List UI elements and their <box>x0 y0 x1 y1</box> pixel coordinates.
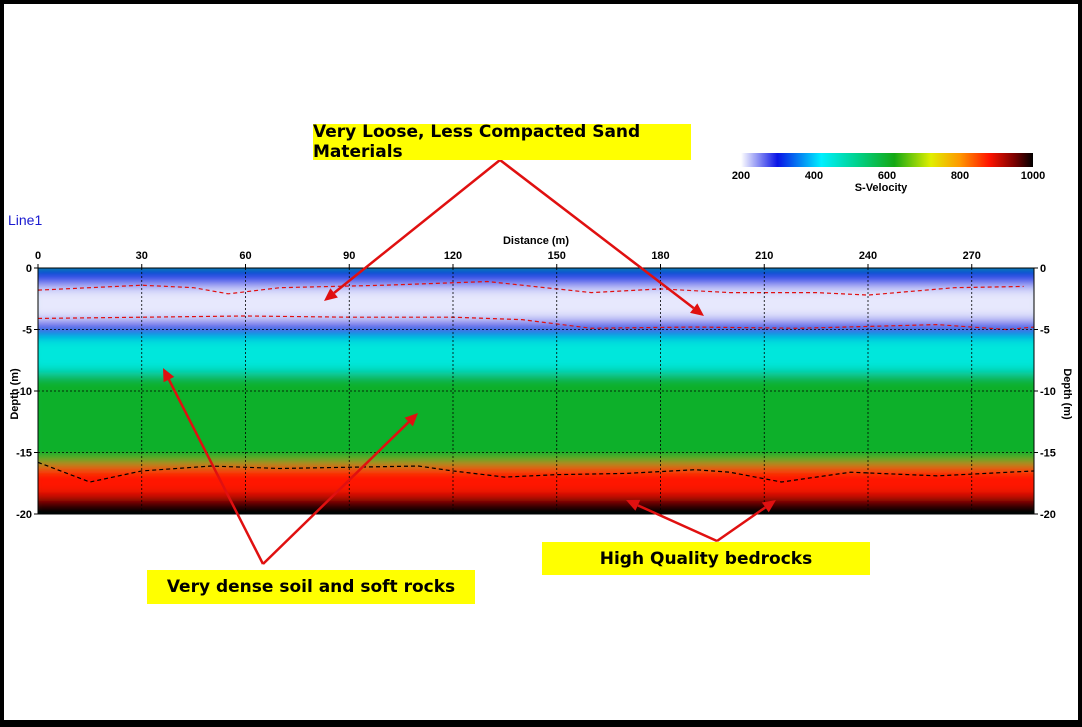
arrow-soil-right-shaft <box>262 421 410 565</box>
arrow-sand-left-shaft <box>333 159 501 294</box>
colorbar-ticks: 200 400 600 800 1000 <box>732 170 1045 182</box>
velocity-layers <box>38 268 1034 514</box>
arrow-bedrock-left <box>626 499 718 543</box>
layer-dense-soil-upper <box>38 335 1034 375</box>
y-tick-label-left--15: -15 <box>16 448 32 460</box>
callout-loose-sand: Very Loose, Less Compacted Sand Material… <box>313 122 691 162</box>
x-axis-label: Distance (m) <box>503 235 569 247</box>
y-tick-label-left--5: -5 <box>22 325 32 337</box>
colorbar-tick-1000: 1000 <box>1021 170 1045 182</box>
x-tick-label-270: 270 <box>963 250 981 262</box>
arrow-sand-right-head <box>690 303 704 316</box>
y-axis-label-right: Depth (m) <box>1061 368 1073 420</box>
y-tick-label-left--20: -20 <box>16 509 32 521</box>
colorbar-tick-400: 400 <box>805 170 823 182</box>
arrow-bedrock-left-head <box>626 499 641 511</box>
grid <box>38 268 1034 514</box>
arrow-soil-left <box>163 368 265 565</box>
y-tick-label-right--5: -5 <box>1040 325 1050 337</box>
arrow-soil-left-head <box>163 368 175 383</box>
y-tick-label-right--20: -20 <box>1040 509 1056 521</box>
colorbar: 200 400 600 800 1000 S-Velocity <box>732 153 1045 194</box>
chart-svg: Line1 Distance (m) Depth (m) Depth (m) 0… <box>8 153 1073 565</box>
arrow-bedrock-right <box>716 500 776 543</box>
line-name: Line1 <box>8 212 42 228</box>
colorbar-rect <box>741 153 1033 167</box>
callout-dense-soil: Very dense soil and soft rocks <box>147 570 475 604</box>
velocity-layers-smoothed <box>38 268 1034 514</box>
x-tick-label-0: 0 <box>35 250 41 262</box>
plot-area <box>37 267 1035 515</box>
arrow-soil-left-shaft <box>167 379 265 565</box>
arrow-bedrock-left-shaft <box>637 504 718 543</box>
colorbar-label: S-Velocity <box>855 182 908 194</box>
x-tick-label-90: 90 <box>343 250 355 262</box>
arrow-soil-right <box>262 413 418 565</box>
annotation-arrows <box>163 159 776 565</box>
boundary-black <box>38 461 1034 483</box>
boundary-upper-red <box>38 280 1024 296</box>
boundary-lower-red <box>38 315 1034 331</box>
arrow-sand-right-shaft <box>499 159 695 310</box>
colorbar-tick-600: 600 <box>878 170 896 182</box>
y-axis-label-left: Depth (m) <box>9 368 21 420</box>
callout-bedrock: High Quality bedrocks <box>542 542 870 575</box>
x-tick-label-180: 180 <box>651 250 669 262</box>
arrow-sand-right <box>499 159 704 316</box>
x-tick-label-30: 30 <box>136 250 148 262</box>
layer-top <box>38 268 1034 289</box>
x-tick-label-150: 150 <box>548 250 566 262</box>
colorbar-tick-200: 200 <box>732 170 750 182</box>
y-tick-label-right--10: -10 <box>1040 386 1056 398</box>
arrow-bedrock-right-head <box>761 500 776 513</box>
slide: Line1 Distance (m) Depth (m) Depth (m) 0… <box>4 4 1078 720</box>
y-tick-label-left--10: -10 <box>16 386 32 398</box>
x-tick-label-120: 120 <box>444 250 462 262</box>
y-tick-label-left-0: 0 <box>26 263 32 275</box>
arrow-sand-left <box>324 159 501 301</box>
x-tick-label-60: 60 <box>239 250 251 262</box>
arrow-sand-left-head <box>324 288 338 301</box>
arrow-soil-right-head <box>404 413 418 427</box>
y-tick-label-right--15: -15 <box>1040 448 1056 460</box>
layer-bedrock-deep <box>38 496 1034 514</box>
colorbar-tick-800: 800 <box>951 170 969 182</box>
y-tick-label-right-0: 0 <box>1040 263 1046 275</box>
layer-loose-sand <box>38 286 1034 323</box>
x-tick-label-210: 210 <box>755 250 773 262</box>
arrow-bedrock-right-shaft <box>716 506 767 543</box>
x-tick-label-240: 240 <box>859 250 877 262</box>
